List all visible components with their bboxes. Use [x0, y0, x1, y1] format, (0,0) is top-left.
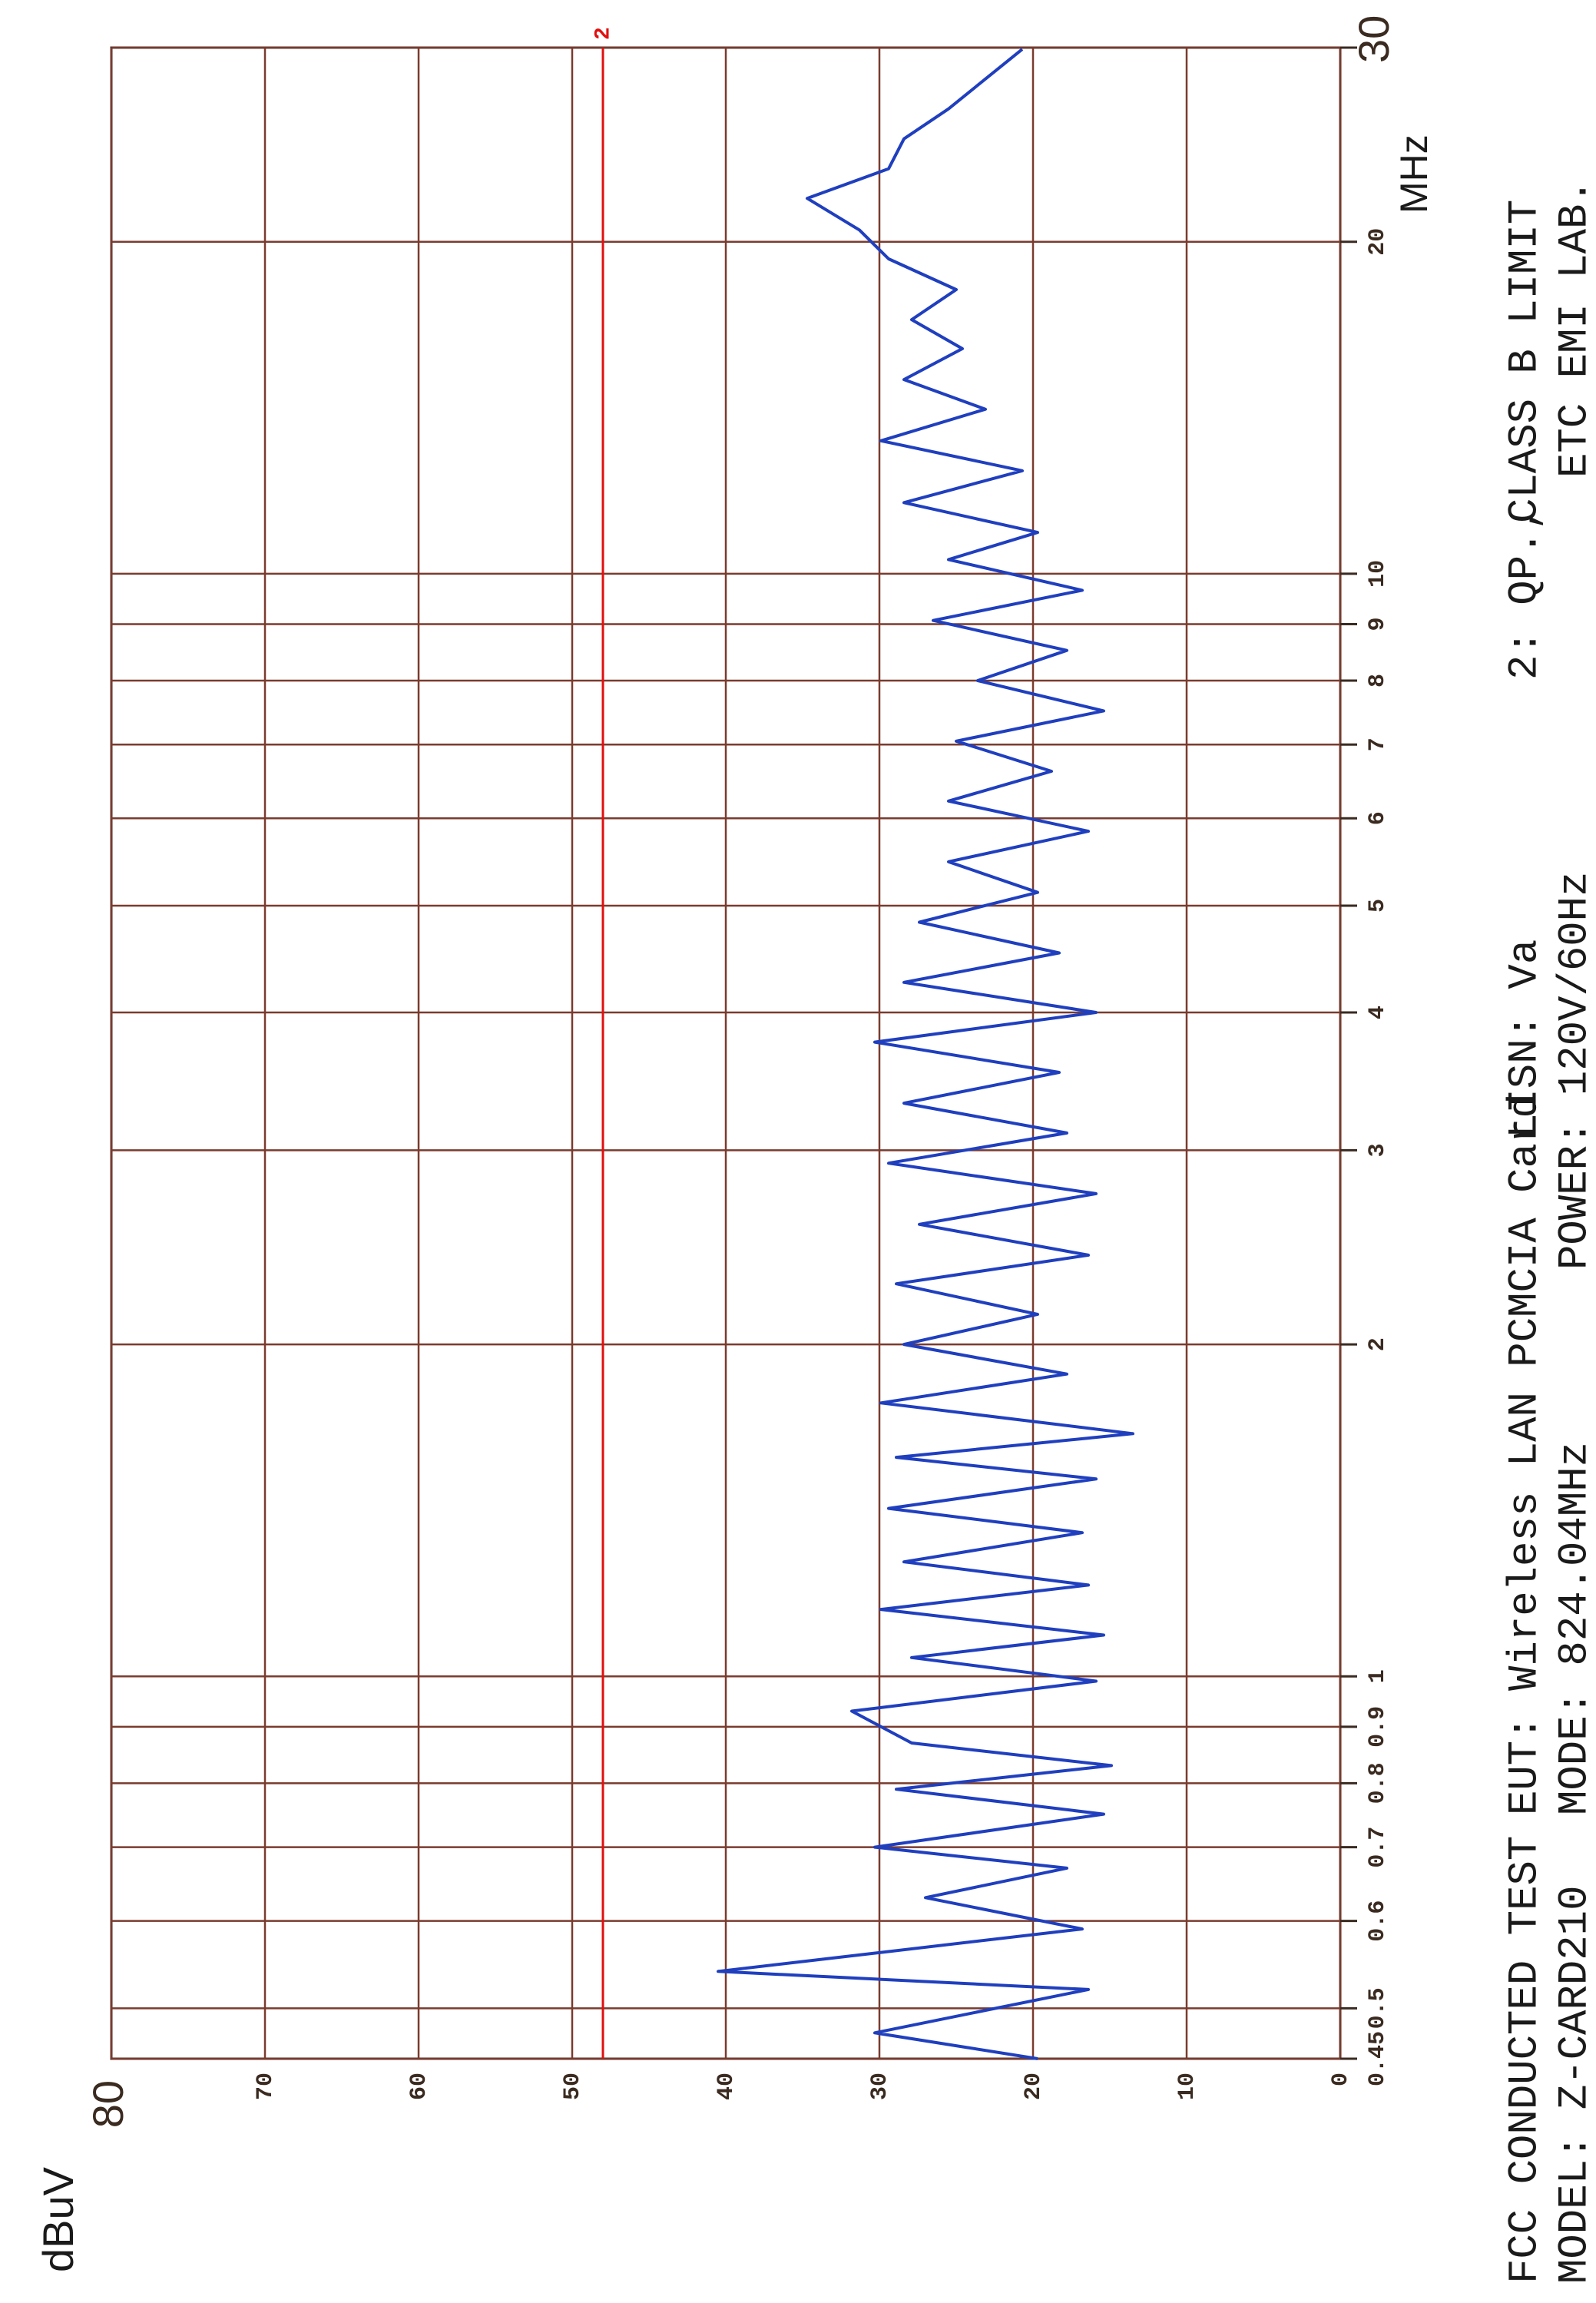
y-tick-label: 30 [867, 2073, 893, 2100]
annotation: LISN: Va [1502, 939, 1548, 1138]
x-tick-label: 0.7 [1365, 1827, 1391, 1868]
y-tick-label: 60 [406, 2073, 432, 2100]
x-tick-label: 9 [1365, 618, 1391, 631]
x-tick-label: 0.6 [1365, 1900, 1391, 1942]
x-tick-label: 10 [1365, 560, 1391, 588]
y-tick-label: 50 [560, 2073, 586, 2100]
x-tick-label: 2 [1365, 1337, 1391, 1351]
chart-subtitle: MODEL: Z-CARD210 [1551, 1886, 1596, 2284]
x-tick-label: 1 [1365, 1669, 1391, 1683]
y-tick-label: 0 [1328, 2073, 1354, 2086]
annotation: CLASS B LIMIT [1502, 200, 1548, 523]
x-tick-label: 0.5 [1365, 1987, 1391, 2029]
emission-trace [717, 48, 1134, 2060]
y-tick-label: 40 [714, 2073, 740, 2100]
annotation: 2: QP., [1502, 505, 1548, 680]
x-tick-label: 3 [1365, 1143, 1391, 1157]
y-tick-label: 70 [253, 2073, 279, 2100]
rotated-chart: 0 10 20 30 40 50 60 70 80 0.450.5 0.6 0.7 0.8 0.9 1 2 3 4… [34, 15, 1596, 2284]
x-tick-label: 20 [1365, 228, 1391, 256]
x-tick-label: 0.9 [1365, 1706, 1391, 1748]
x-tick-label: 0.8 [1365, 1762, 1391, 1804]
x-tick-label: 5 [1365, 899, 1391, 913]
y-tick-label: 20 [1021, 2073, 1047, 2100]
x-tick-label: 8 [1365, 674, 1391, 688]
x-tick-label: 4 [1365, 1006, 1391, 1019]
limit-label: 2 [591, 27, 615, 40]
x-tick-label: 30 [1349, 15, 1398, 63]
y-axis-label: dBuV [34, 2166, 82, 2272]
y-tick-label: 10 [1174, 2073, 1200, 2100]
x-tick-label: 6 [1365, 811, 1391, 825]
annotation: POWER: 120V/60Hz [1551, 872, 1596, 1270]
annotation: ETC EMI LAB. [1551, 179, 1596, 478]
x-tick-label: 0.45 [1365, 2031, 1391, 2086]
x-tick-label: 7 [1365, 737, 1391, 751]
x-axis-label: MHz [1392, 134, 1435, 214]
annotation: EUT: Wireless LAN PCMCIA Card [1502, 1093, 1548, 1815]
annotation: MODE: 824.04MHz [1551, 1442, 1596, 1815]
y-tick-label: 80 [84, 2080, 132, 2128]
chart-title: FCC CONDUCTED TEST [1502, 1836, 1548, 2284]
